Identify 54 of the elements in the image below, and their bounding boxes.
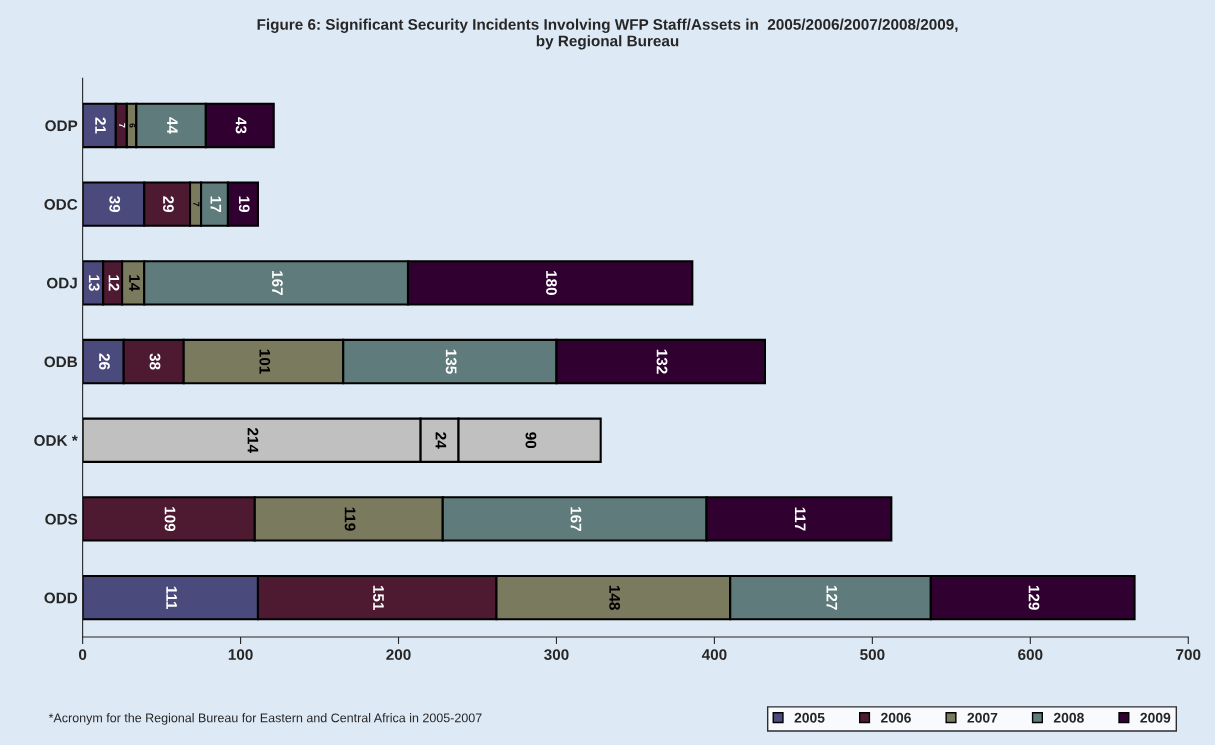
- data-label: 26: [99, 353, 110, 370]
- legend-label: 2006: [881, 712, 911, 723]
- x-tick-label: 0: [78, 649, 87, 660]
- data-label: 129: [1028, 585, 1040, 610]
- data-label: 19: [238, 196, 250, 213]
- data-label: 43: [235, 117, 247, 134]
- data-label: 214: [247, 428, 259, 453]
- data-label: 109: [164, 507, 176, 532]
- data-label: 167: [272, 271, 283, 295]
- data-label: 119: [344, 507, 356, 531]
- data-label: 39: [109, 196, 121, 213]
- data-label: 7: [193, 202, 200, 207]
- x-tick-label: 600: [1018, 649, 1043, 660]
- legend-label: 2008: [1053, 712, 1084, 723]
- data-label: 29: [163, 196, 174, 213]
- y-tick-label: ODP: [45, 120, 78, 132]
- legend-label: 2009: [1140, 712, 1171, 723]
- y-tick-label: ODB: [44, 356, 78, 368]
- data-label: 132: [656, 349, 668, 374]
- data-label: 24: [435, 432, 447, 449]
- data-label: 167: [570, 507, 582, 531]
- legend-label: 2007: [967, 712, 998, 723]
- data-label: 7: [119, 123, 126, 128]
- legend-label: 2005: [794, 712, 825, 723]
- x-tick-label: 700: [1176, 649, 1201, 660]
- data-label: 111: [166, 586, 177, 610]
- y-tick-label: ODK *: [34, 435, 78, 446]
- data-label: 135: [445, 349, 457, 374]
- x-tick-label: 500: [860, 649, 885, 660]
- data-label: 38: [149, 353, 161, 370]
- text: *Acronym for the Regional Bureau for Eastern and Central Africa in 2005-2007: [48, 713, 482, 725]
- x-tick-label: 300: [544, 649, 569, 661]
- data-label: 6: [129, 123, 136, 128]
- data-label: 14: [129, 275, 140, 292]
- data-label: 90: [525, 432, 537, 449]
- data-label: 44: [167, 117, 178, 134]
- data-label: 13: [88, 275, 100, 291]
- y-tick-label: ODC: [44, 199, 78, 210]
- data-label: 21: [95, 117, 106, 134]
- x-tick-label: 400: [701, 649, 727, 660]
- data-label: 17: [210, 196, 222, 212]
- data-label: 180: [546, 271, 557, 295]
- x-tick-label: 100: [228, 649, 253, 660]
- chart-title: Figure 6: Significant Security Incidents Involving WFP Staff/Assets in 2005/2006/2007/2008/2009, by Regional Bureau: [257, 18, 958, 50]
- y-tick-label: ODS: [45, 513, 78, 525]
- data-label: 127: [826, 585, 838, 610]
- data-label: 101: [259, 349, 271, 374]
- x-tick-label: 200: [386, 649, 411, 660]
- data-label: 117: [794, 507, 806, 531]
- data-label: 12: [108, 275, 120, 291]
- y-tick-label: ODD: [44, 592, 78, 604]
- y-tick-label: ODJ: [46, 277, 77, 289]
- data-label: 148: [609, 585, 621, 610]
- data-label: 151: [373, 585, 384, 610]
